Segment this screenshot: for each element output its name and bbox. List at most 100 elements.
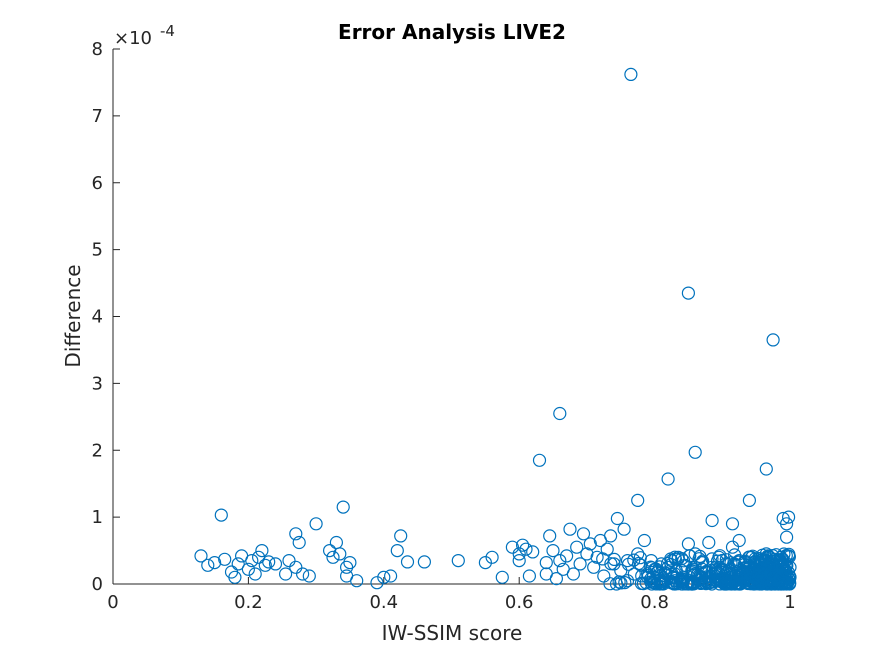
data-point [248,567,262,581]
x-tick-label: 1 [784,592,795,613]
y-exponent-base: ×10 [114,28,152,49]
data-point [394,529,408,543]
data-point [631,493,645,507]
data-point [675,551,689,566]
data-point [661,472,675,486]
data-point [218,552,232,566]
data-point [637,533,652,548]
data-point [451,553,465,568]
data-point [289,527,303,541]
y-tick-label: 3 [92,373,103,394]
data-point [657,573,671,587]
data-point [725,540,740,554]
data-point [624,67,638,82]
data-point [526,545,540,559]
x-tick-label: 0.2 [234,592,263,613]
data-point [773,568,787,583]
data-point [725,517,740,531]
data-point [512,547,526,561]
data-point [279,567,293,581]
data-point [495,570,509,584]
data-point [674,573,688,587]
x-tick-label: 0.4 [369,592,398,613]
data-point [258,558,272,572]
data-point [713,549,727,563]
y-axis-label: Difference [61,264,85,367]
data-point [759,462,773,476]
data-point [777,547,791,561]
data-point [208,555,222,570]
data-point [587,560,601,574]
data-point [682,549,697,563]
data-point [693,549,707,564]
data-point [686,577,700,591]
data-point [515,538,530,552]
data-point [323,543,337,558]
data-point [519,542,533,556]
data-point [326,550,340,564]
data-point [732,533,746,548]
data-point [282,553,296,568]
data-point [734,566,748,580]
data-point [779,530,794,544]
data-point [654,575,668,589]
data-point [725,575,739,589]
data-point [681,286,696,300]
data-point [766,333,780,347]
data-point [512,553,526,568]
y-tick-label: 2 [92,440,103,461]
data-point [688,445,702,459]
data-point [201,558,215,572]
data-point [617,522,631,536]
data-point [738,573,752,587]
data-point [644,572,658,586]
data-point [245,553,259,568]
data-point [384,569,398,583]
data-point [309,517,323,531]
data-point [262,555,276,569]
y-ticks: 0 1 2 3 4 5 6 7 8 [92,39,120,595]
data-point [553,553,567,568]
data-point [505,540,520,554]
data-point [656,577,671,591]
x-axis-label: IW-SSIM score [382,621,523,645]
data-point [194,549,208,563]
data-point [583,537,597,551]
x-tick-label: 0 [107,592,118,613]
data-point [522,569,537,583]
y-tick-label: 6 [92,173,103,194]
data-point [779,517,794,531]
data-point [292,535,306,550]
data-point [702,535,716,550]
data-point [635,569,649,583]
y-tick-label: 7 [92,106,103,127]
data-point [268,557,283,571]
data-point [755,548,770,562]
y-tick-label: 0 [92,574,103,595]
data-point [570,540,584,554]
data-points [194,67,797,591]
y-axis-exponent: ×10 -4 [114,22,175,49]
data-point [705,577,719,591]
data-point [781,510,796,524]
data-point [532,453,547,467]
data-point [777,563,792,578]
data-point [612,575,626,589]
data-point [559,549,574,563]
data-point [241,562,255,576]
data-point [764,565,778,580]
data-point [727,548,742,562]
data-point [603,529,618,543]
x-tick-label: 0.8 [640,592,669,613]
data-point [621,557,636,571]
data-point [549,571,564,586]
data-point [780,576,795,591]
data-point [576,527,591,541]
data-point [377,570,391,584]
data-point [231,557,245,571]
chart-title: Error Analysis LIVE2 [338,20,566,44]
data-point [566,567,581,581]
data-point [417,555,431,569]
